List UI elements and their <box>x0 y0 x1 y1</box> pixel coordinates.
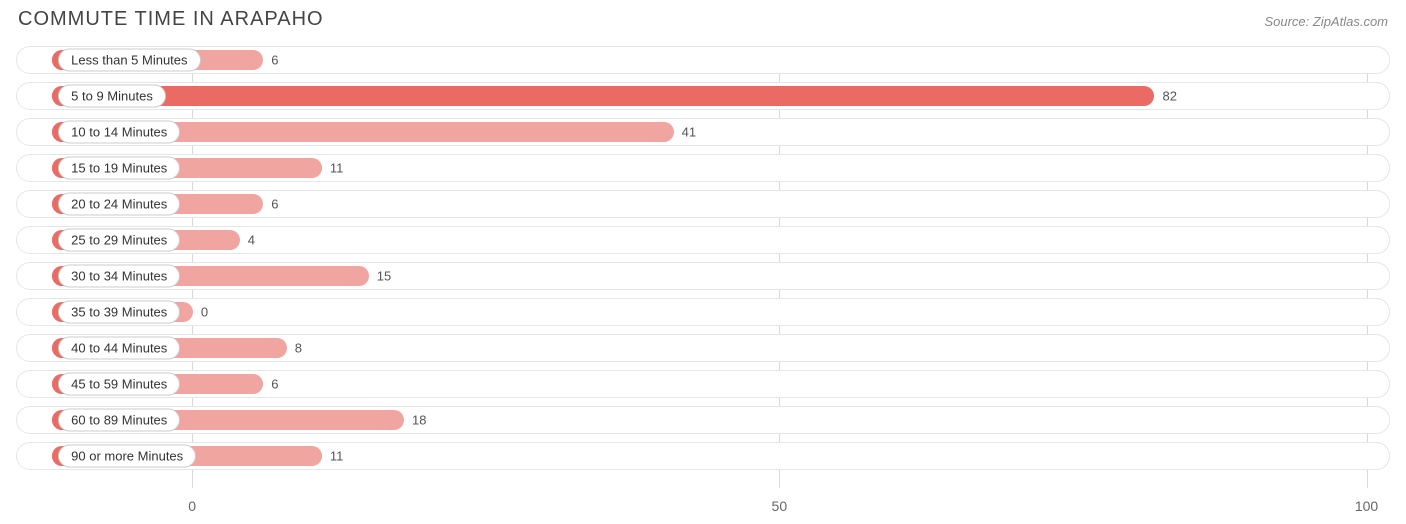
bar-track: 25 to 29 Minutes 4 <box>16 226 1390 254</box>
x-axis-tick-label: 0 <box>188 498 196 514</box>
bar-value-label: 6 <box>271 53 278 68</box>
bar-category-label: 30 to 34 Minutes <box>58 265 180 288</box>
bar-category-label: 60 to 89 Minutes <box>58 409 180 432</box>
x-axis-tick-label: 50 <box>772 498 788 514</box>
bar-track: 30 to 34 Minutes 15 <box>16 262 1390 290</box>
x-axis-tick-label: 100 <box>1355 498 1378 514</box>
chart-source: Source: ZipAtlas.com <box>1264 14 1388 29</box>
bar-track: 60 to 89 Minutes 18 <box>16 406 1390 434</box>
bar-value-label: 11 <box>330 449 344 464</box>
bar-category-label: 5 to 9 Minutes <box>58 85 166 108</box>
bar-value-label: 0 <box>201 305 208 320</box>
bar-value-label: 15 <box>377 269 391 284</box>
bar-value-label: 82 <box>1162 89 1176 104</box>
bar-category-label: 10 to 14 Minutes <box>58 121 180 144</box>
bar-category-label: 25 to 29 Minutes <box>58 229 180 252</box>
bar-value-label: 6 <box>271 377 278 392</box>
bar-value-label: 6 <box>271 197 278 212</box>
bar-track: 5 to 9 Minutes 82 <box>16 82 1390 110</box>
bar-track: 35 to 39 Minutes 0 <box>16 298 1390 326</box>
bar-category-label: 35 to 39 Minutes <box>58 301 180 324</box>
bar-track: 20 to 24 Minutes 6 <box>16 190 1390 218</box>
bar-track: Less than 5 Minutes 6 <box>16 46 1390 74</box>
bar-category-label: 20 to 24 Minutes <box>58 193 180 216</box>
bar-category-label: 40 to 44 Minutes <box>58 337 180 360</box>
bar-value-label: 41 <box>682 125 696 140</box>
bar-value-label: 18 <box>412 413 426 428</box>
bar-track: 10 to 14 Minutes 41 <box>16 118 1390 146</box>
bar-category-label: 45 to 59 Minutes <box>58 373 180 396</box>
bar-category-label: Less than 5 Minutes <box>58 49 200 72</box>
bar-fill <box>52 86 1154 106</box>
bar-value-label: 8 <box>295 341 302 356</box>
bar-track: 40 to 44 Minutes 8 <box>16 334 1390 362</box>
bar-value-label: 4 <box>248 233 255 248</box>
commute-time-chart: COMMUTE TIME IN ARAPAHO Source: ZipAtlas… <box>0 0 1406 524</box>
bar-category-label: 15 to 19 Minutes <box>58 157 180 180</box>
bar-track: 45 to 59 Minutes 6 <box>16 370 1390 398</box>
bar-value-label: 11 <box>330 161 344 176</box>
bar-category-label: 90 or more Minutes <box>58 445 196 468</box>
chart-title: COMMUTE TIME IN ARAPAHO <box>18 8 324 31</box>
bar-track: 15 to 19 Minutes 11 <box>16 154 1390 182</box>
plot-area: Less than 5 Minutes 6 5 to 9 Minutes 82 10 t… <box>16 46 1390 488</box>
bar-track: 90 or more Minutes 11 <box>16 442 1390 470</box>
